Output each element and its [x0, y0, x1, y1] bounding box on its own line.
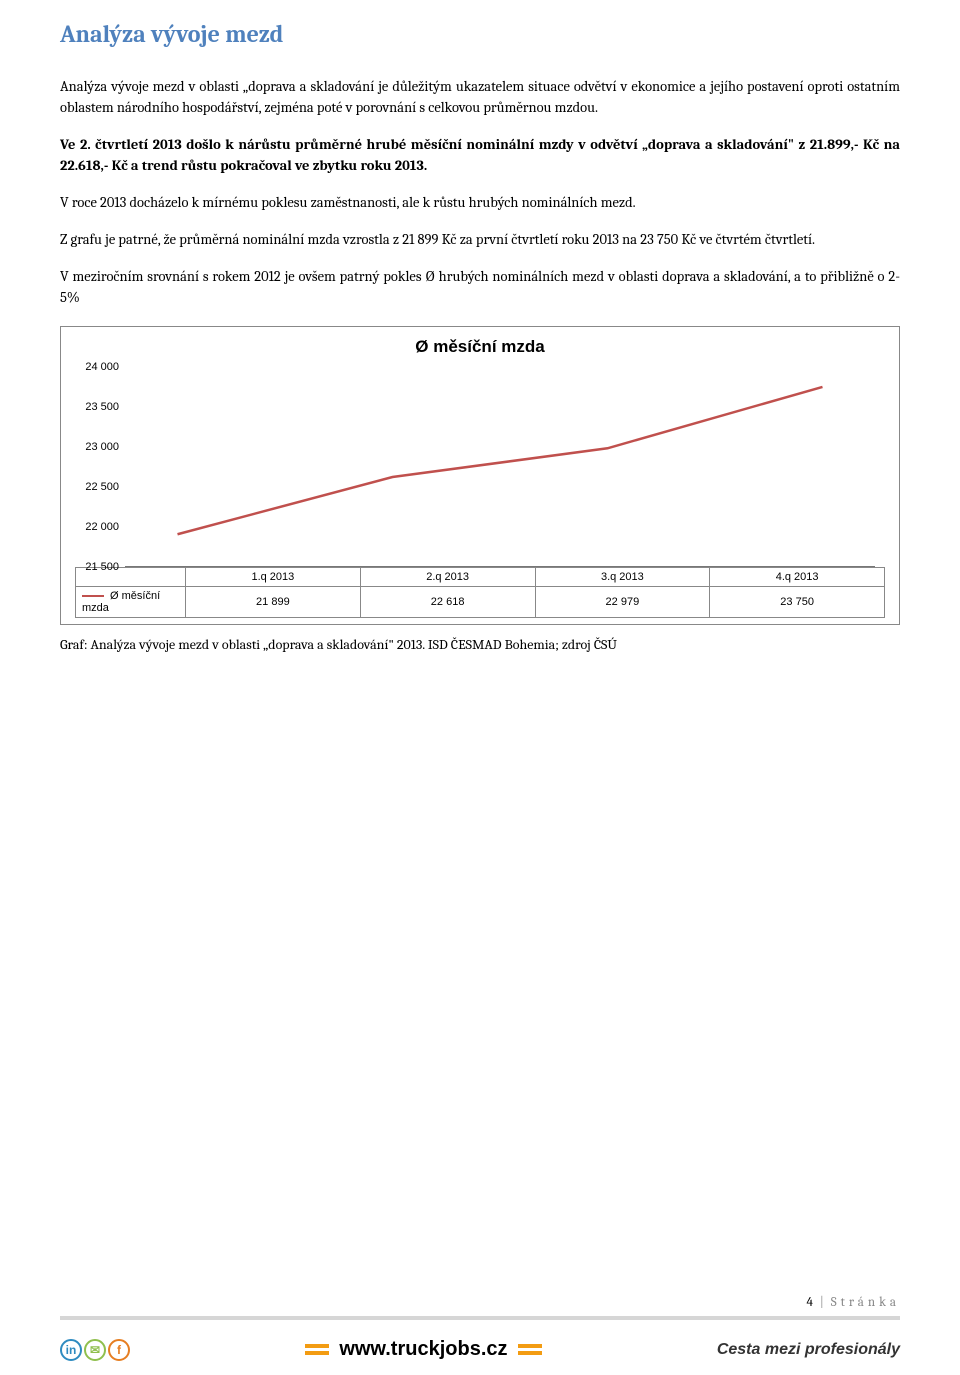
- footer-social-icons: in ✉ f: [60, 1339, 130, 1361]
- page-footer: 4 | Stránka in ✉ f www.truckjobs.cz Cest…: [0, 1295, 960, 1375]
- footer-url[interactable]: www.truckjobs.cz: [305, 1338, 541, 1361]
- table-cat-2: 2.q 2013: [360, 568, 535, 587]
- chart-line: [125, 367, 875, 566]
- table-empty-cell: [76, 568, 186, 587]
- table-val-2: 22 618: [360, 587, 535, 618]
- social-icon-3[interactable]: f: [108, 1339, 130, 1361]
- page-heading: Analýza vývoje mezd: [60, 20, 900, 48]
- paragraph-1: Analýza vývoje mezd v oblasti „doprava a…: [60, 76, 900, 118]
- table-cat-1: 1.q 2013: [186, 568, 361, 587]
- paragraph-5: V meziročním srovnání s rokem 2012 je ov…: [60, 266, 900, 308]
- wage-chart: Ø měsíční mzda 21 50022 00022 50023 0002…: [60, 326, 900, 625]
- chart-data-table: 1.q 2013 2.q 2013 3.q 2013 4.q 2013 Ø mě…: [75, 567, 885, 618]
- legend-marker-icon: [82, 595, 104, 597]
- social-icon-1[interactable]: in: [60, 1339, 82, 1361]
- page-number-line: 4 | Stránka: [60, 1295, 900, 1320]
- table-val-3: 22 979: [535, 587, 710, 618]
- chart-caption: Graf: Analýza vývoje mezd v oblasti „dop…: [60, 635, 900, 655]
- paragraph-2: Ve 2. čtvrtletí 2013 došlo k nárůstu prů…: [60, 134, 900, 176]
- page-number: 4: [806, 1295, 812, 1310]
- bars-icon-right: [518, 1344, 542, 1355]
- y-tick-label: 23 000: [71, 441, 119, 453]
- bars-icon-left: [305, 1344, 329, 1355]
- table-series-label: Ø měsíční mzda: [82, 590, 160, 614]
- table-val-4: 23 750: [710, 587, 885, 618]
- y-tick-label: 22 000: [71, 521, 119, 533]
- footer-bar: in ✉ f www.truckjobs.cz Cesta mezi profe…: [60, 1320, 900, 1375]
- footer-url-text: www.truckjobs.cz: [339, 1338, 507, 1361]
- table-row-values: Ø měsíční mzda 21 899 22 618 22 979 23 7…: [76, 587, 885, 618]
- table-cat-4: 4.q 2013: [710, 568, 885, 587]
- page-label: Stránka: [831, 1295, 900, 1310]
- page-separator-icon: |: [820, 1295, 824, 1310]
- y-tick-label: 24 000: [71, 361, 119, 373]
- social-icon-2[interactable]: ✉: [84, 1339, 106, 1361]
- table-series-label-cell: Ø měsíční mzda: [76, 587, 186, 618]
- chart-plot-area: 21 50022 00022 50023 00023 50024 000: [125, 367, 875, 567]
- table-val-1: 21 899: [186, 587, 361, 618]
- chart-title: Ø měsíční mzda: [75, 337, 885, 357]
- footer-slogan: Cesta mezi profesionály: [717, 1341, 900, 1359]
- table-row-categories: 1.q 2013 2.q 2013 3.q 2013 4.q 2013: [76, 568, 885, 587]
- paragraph-3: V roce 2013 docházelo k mírnému poklesu …: [60, 192, 900, 213]
- paragraph-4: Z grafu je patrné, že průměrná nominální…: [60, 229, 900, 250]
- y-tick-label: 23 500: [71, 401, 119, 413]
- y-tick-label: 22 500: [71, 481, 119, 493]
- table-cat-3: 3.q 2013: [535, 568, 710, 587]
